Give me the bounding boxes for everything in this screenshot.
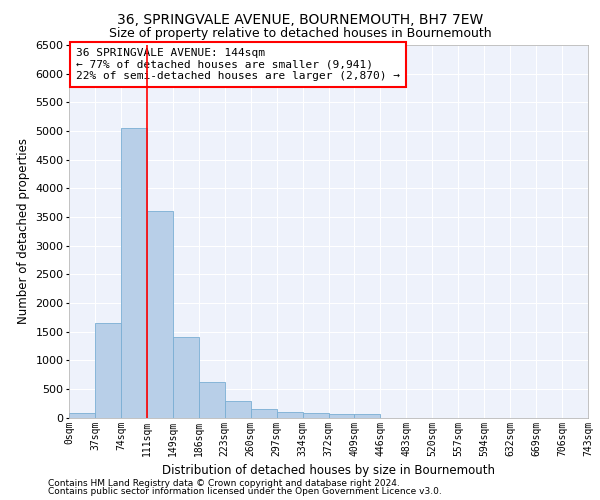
Bar bbox=[147, 211, 173, 418]
Text: 36, SPRINGVALE AVENUE, BOURNEMOUTH, BH7 7EW: 36, SPRINGVALE AVENUE, BOURNEMOUTH, BH7 … bbox=[117, 12, 483, 26]
Bar bbox=[277, 412, 302, 418]
Bar bbox=[329, 414, 355, 418]
X-axis label: Distribution of detached houses by size in Bournemouth: Distribution of detached houses by size … bbox=[162, 464, 495, 477]
Bar bbox=[302, 414, 329, 418]
Bar bbox=[199, 382, 224, 418]
Bar bbox=[173, 338, 199, 417]
Bar bbox=[121, 128, 147, 418]
Text: Contains HM Land Registry data © Crown copyright and database right 2024.: Contains HM Land Registry data © Crown c… bbox=[48, 478, 400, 488]
Bar bbox=[251, 410, 277, 418]
Bar bbox=[355, 414, 380, 418]
Text: Size of property relative to detached houses in Bournemouth: Size of property relative to detached ho… bbox=[109, 28, 491, 40]
Bar bbox=[95, 323, 121, 418]
Bar bbox=[69, 413, 95, 418]
Bar bbox=[225, 401, 251, 417]
Text: Contains public sector information licensed under the Open Government Licence v3: Contains public sector information licen… bbox=[48, 487, 442, 496]
Text: 36 SPRINGVALE AVENUE: 144sqm
← 77% of detached houses are smaller (9,941)
22% of: 36 SPRINGVALE AVENUE: 144sqm ← 77% of de… bbox=[76, 48, 400, 81]
Y-axis label: Number of detached properties: Number of detached properties bbox=[17, 138, 30, 324]
